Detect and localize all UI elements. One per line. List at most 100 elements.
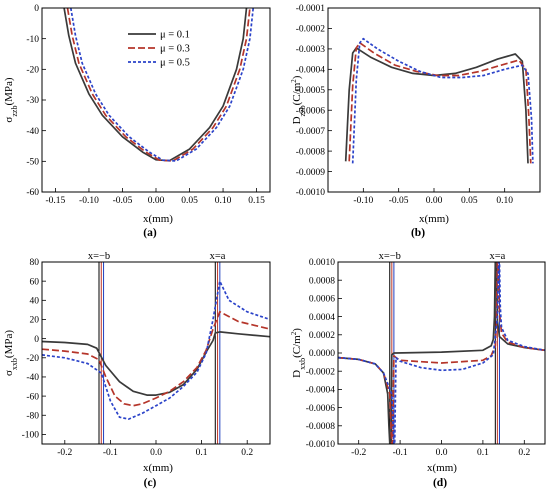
annotation-label: x=−b [379, 251, 401, 262]
y-tick-label: 0.0008 [309, 276, 335, 286]
chart-panel-a: -0.15 -0.10 -0.05 0.00 0.05 0.10 0.15 0 -10 -20 -3… [3, 4, 271, 239]
x-tick-label: 0.00 [426, 196, 443, 206]
plot-frame [337, 261, 546, 445]
plot-frame [327, 7, 541, 193]
y-axis-label: σxxb(MPa) [3, 330, 19, 376]
chart-panel-b: -0.10 -0.05 0.00 0.05 0.10 -0.0001 -0.0002 -0.0… [290, 4, 541, 239]
x-tick-label: 0.10 [496, 196, 513, 206]
panel-label: (d) [433, 477, 447, 489]
legend-label-mu_0_1: μ = 0.1 [160, 30, 190, 41]
annotation-label: x=−b [88, 251, 110, 262]
x-tick-label: -0.15 [46, 196, 66, 206]
x-tick-label: 0.2 [241, 448, 253, 458]
x-tick-label: -0.1 [393, 448, 408, 458]
x-tick-label: -0.05 [389, 196, 409, 206]
series-line-mu_0_5 [69, 8, 255, 162]
x-tick-label: 0.2 [518, 448, 530, 458]
x-axis-label: x(mm) [427, 462, 457, 474]
x-tick-label: 0.05 [181, 196, 198, 206]
y-tick-label: -20 [26, 66, 39, 76]
series-line-mu_0_1 [338, 262, 545, 444]
legend-label-mu_0_3: μ = 0.3 [160, 44, 190, 55]
y-tick-label: -40 [26, 127, 39, 137]
y-tick-label: -60 [26, 188, 39, 198]
y-tick-label: 0.0010 [309, 258, 335, 268]
y-tick-label: -0.0004 [306, 386, 336, 396]
y-tick-label: 20 [30, 316, 40, 326]
legend-label-mu_0_5: μ = 0.5 [160, 58, 190, 69]
annotation-label: x=a [210, 251, 226, 262]
plot-frame [41, 7, 271, 193]
y-tick-label: -0.0008 [296, 147, 326, 157]
y-tick-label: 60 [30, 277, 40, 287]
chart-panel-d: -0.2 -0.1 0.0 0.1 0.2 0.0010 0.0008 0.0006 0.000… [290, 251, 546, 489]
series-line-mu_0_5 [42, 280, 270, 420]
y-tick-label: -0.0002 [306, 367, 336, 377]
y-tick-label: -0.0010 [296, 188, 326, 198]
x-tick-label: -0.10 [353, 196, 373, 206]
y-tick-label: -10 [26, 35, 39, 45]
y-tick-label: -0.0010 [306, 440, 336, 450]
y-axis-label: σzzb(MPa) [3, 77, 19, 122]
y-tick-label: 80 [30, 258, 40, 268]
x-tick-label: 0.0 [150, 448, 162, 458]
x-axis-label: x(mm) [419, 213, 449, 225]
series-line-mu_0_3 [348, 41, 532, 164]
series-line-mu_0_1 [344, 47, 529, 164]
x-tick-label: -0.05 [113, 196, 133, 206]
x-tick-label: -0.2 [351, 448, 366, 458]
y-tick-label: -40 [26, 373, 39, 383]
x-tick-label: 0.05 [461, 196, 478, 206]
x-tick-label: 0.15 [248, 196, 265, 206]
y-tick-label: -0.0008 [306, 422, 336, 432]
y-tick-label: -0.0005 [296, 86, 326, 96]
series-line-mu_0_3 [338, 262, 545, 444]
y-tick-label: -0.0004 [296, 66, 326, 76]
y-tick-label: -0.0007 [296, 127, 326, 137]
x-tick-label: 0.00 [148, 196, 165, 206]
x-tick-label: -0.2 [57, 448, 72, 458]
series-line-mu_0_5 [338, 262, 545, 444]
y-tick-label: -0.0006 [306, 404, 336, 414]
x-tick-label: 0.0 [436, 448, 448, 458]
x-tick-label: -0.1 [103, 448, 118, 458]
y-tick-label: -0.0002 [296, 25, 326, 35]
y-tick-label: -50 [26, 158, 39, 168]
x-axis-label: x(mm) [143, 462, 173, 474]
x-axis-label: x(mm) [143, 213, 173, 225]
y-tick-label: 0.0000 [309, 349, 335, 359]
annotation-label: x=a [489, 251, 505, 262]
x-tick-label: 0.10 [215, 196, 232, 206]
y-tick-label: -0.0003 [296, 45, 326, 55]
y-tick-label: 40 [30, 297, 40, 307]
series-line-mu_0_1 [63, 8, 248, 162]
panel-label: (b) [411, 227, 425, 239]
y-tick-label: -60 [26, 392, 39, 402]
y-tick-label: 0.0002 [309, 331, 335, 341]
legend: μ = 0.1 μ = 0.3 μ = 0.5 [128, 30, 190, 69]
series-line-mu_0_3 [42, 310, 270, 407]
y-axis-label: Dzzb(C/m2) [290, 75, 307, 124]
y-tick-label: -0.0001 [296, 4, 326, 14]
y-tick-label: -0.0009 [296, 168, 326, 178]
panel-label: (a) [143, 227, 157, 239]
y-tick-label: -80 [26, 411, 39, 421]
y-tick-label: 0.0004 [309, 313, 335, 323]
x-tick-label: -0.10 [79, 196, 99, 206]
y-tick-label: -20 [26, 354, 39, 364]
y-axis-label: Dxxb(C/m2) [290, 328, 307, 378]
chart-panel-c: -0.2 -0.1 0.0 0.1 0.2 80 60 40 20 0 -20 -40 -60 -80 -1… [3, 251, 271, 489]
series-line-mu_0_5 [351, 37, 534, 164]
y-tick-label: 0 [34, 4, 39, 14]
y-tick-label: -0.0006 [296, 106, 326, 116]
series-line-mu_0_3 [66, 8, 251, 162]
y-tick-label: -100 [22, 431, 40, 441]
x-tick-label: 0.1 [477, 448, 489, 458]
y-tick-label: 0.0006 [309, 295, 335, 305]
panel-label: (c) [144, 477, 157, 489]
y-tick-label: 0 [34, 335, 39, 345]
series-line-mu_0_1 [42, 331, 270, 396]
x-tick-label: 0.1 [196, 448, 208, 458]
y-tick-label: -30 [26, 96, 39, 106]
